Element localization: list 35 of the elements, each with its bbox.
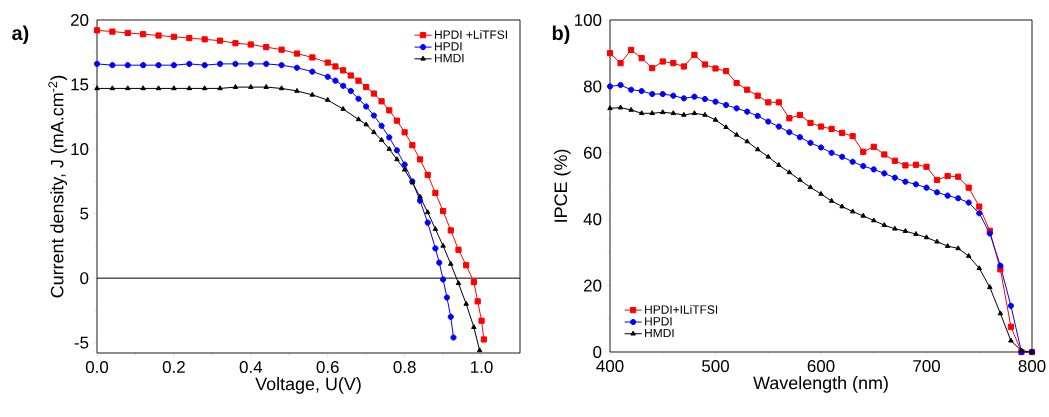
- x-tick-label: 0.6: [316, 361, 339, 374]
- y-tick-label: 15: [71, 78, 89, 91]
- text: a): [12, 25, 29, 45]
- y-axis-title: Current density, J (mA.cm$^{-2}$): [48, 75, 68, 298]
- x-tick-label: 0.4: [239, 361, 263, 374]
- x-tick-label: 0.0: [85, 361, 109, 374]
- x-tick-label: 400: [596, 360, 624, 373]
- x-tick-label: 1.0: [471, 361, 493, 374]
- y-tick-label: 100: [575, 14, 602, 26]
- y-tick-label: 80: [583, 80, 602, 93]
- x-tick-label: 600: [807, 360, 835, 373]
- text: b): [552, 25, 570, 45]
- x-tick-label: 0.2: [162, 361, 185, 374]
- x-tick-label: 0.8: [393, 361, 416, 374]
- legend-label: HPDI: [435, 42, 462, 51]
- legend-label: HPDI +LiTFSI: [435, 30, 507, 39]
- x-axis-title: Wavelength (nm): [753, 376, 888, 393]
- y-tick-label: -5: [74, 336, 89, 349]
- legend-label: HPDI: [645, 317, 672, 326]
- x-axis-title: Voltage, U(V): [255, 377, 361, 394]
- x-tick-label: 700: [913, 360, 940, 373]
- x-tick-label: 500: [702, 360, 729, 373]
- y-tick-label: 60: [584, 146, 602, 159]
- y-tick-label: 20: [584, 279, 602, 292]
- legend-label: HPDI+ILiTFSI: [645, 305, 718, 314]
- y-tick-label: 20: [71, 14, 89, 26]
- legend-label: HMDI: [645, 328, 674, 338]
- x-tick-label: 800: [1018, 360, 1046, 373]
- y-tick-label: 0: [80, 272, 89, 285]
- legend-label: HMDI: [435, 53, 464, 63]
- y-tick-label: 40: [583, 213, 602, 226]
- y-axis-title: IPCE (%): [553, 149, 571, 222]
- y-tick-label: 10: [71, 143, 89, 156]
- y-tick-label: 5: [80, 207, 89, 220]
- y-tick-label: 0: [593, 346, 602, 358]
